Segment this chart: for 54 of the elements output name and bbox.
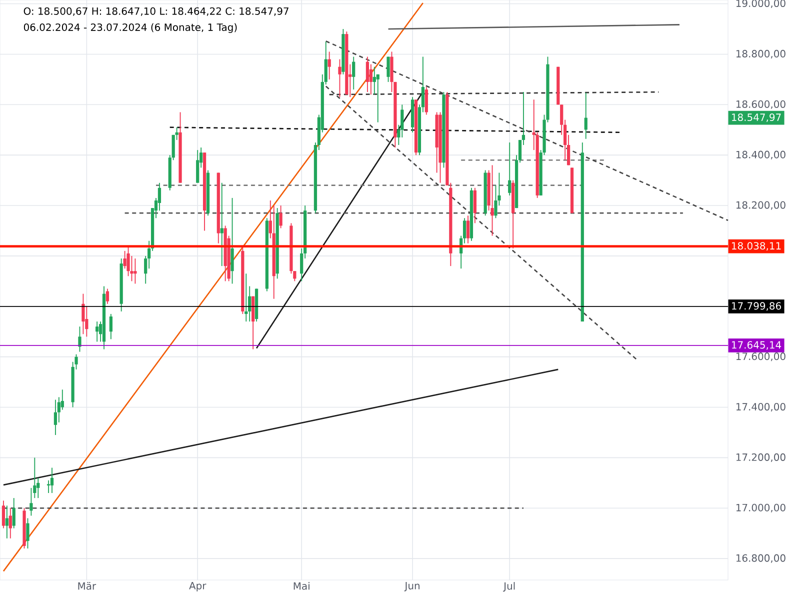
candlestick: [244, 273, 248, 322]
candlestick: [584, 92, 588, 140]
candlestick: [46, 480, 50, 494]
candlestick: [473, 187, 476, 224]
y-tick-label: 18.800,00: [736, 50, 786, 58]
candlestick: [196, 150, 200, 184]
x-tick-label: Mai: [294, 582, 310, 590]
x-tick-label: Jun: [404, 582, 420, 592]
candlestick: [386, 56, 390, 82]
x-tick-label: Apr: [189, 582, 206, 592]
candlestick: [134, 258, 137, 284]
candlestick: [54, 399, 58, 436]
candlestick: [12, 498, 16, 529]
candlestick: [424, 86, 428, 116]
candlestick: [279, 205, 282, 229]
ref-line-label: 17.645,14: [732, 341, 782, 350]
candlestick: [230, 197, 234, 284]
y-tick-label: 16.800,00: [736, 554, 786, 563]
candlestick: [106, 288, 110, 304]
text: 06.02.2024 - 23.07.2024 (6 Monate, 1 Tag): [24, 23, 237, 33]
candlestick: [466, 215, 470, 244]
candlestick: [96, 321, 99, 342]
y-tick-label: 17.200,00: [736, 453, 786, 462]
candlestick: [490, 164, 494, 236]
y-tick-label: 18.400,00: [736, 150, 786, 160]
candlestick: [328, 51, 331, 80]
candlestick: [123, 250, 126, 270]
candlestick: [352, 56, 356, 90]
candlestick: [50, 467, 54, 494]
text: 18.547,97: [732, 113, 781, 122]
candlestick: [30, 487, 33, 516]
candlestick: [220, 182, 224, 267]
candlestick: [8, 508, 12, 539]
candlestick: [5, 505, 8, 539]
candlestick: [82, 293, 85, 335]
text: O: 18.500,67 H: 18.647,10 L: 18.464,22 C: 18.547,97: [24, 7, 288, 16]
candlestick: [366, 56, 370, 92]
ref-line-label: 18.038,11: [732, 242, 781, 251]
y-tick-label: 18.600,00: [736, 100, 786, 109]
candlestick: [2, 500, 6, 529]
candlestick: [109, 313, 112, 340]
candlestick: [26, 518, 30, 549]
candlestick: [508, 142, 512, 196]
candlestick: [126, 245, 130, 277]
y-tick-label: 18.200,00: [736, 201, 786, 210]
ref-line-label: 17.799,86: [732, 302, 781, 311]
y-tick-label: 17.600,00: [736, 352, 786, 362]
candlestick: [338, 58, 342, 98]
x-tick-label: Jul: [503, 582, 515, 592]
candlestick: [369, 64, 372, 96]
x-tick-label: Mär: [78, 582, 96, 590]
candlestick: [78, 326, 82, 352]
y-tick-label: 17.400,00: [736, 402, 786, 412]
y-tick-label: 17.000,00: [736, 504, 786, 512]
